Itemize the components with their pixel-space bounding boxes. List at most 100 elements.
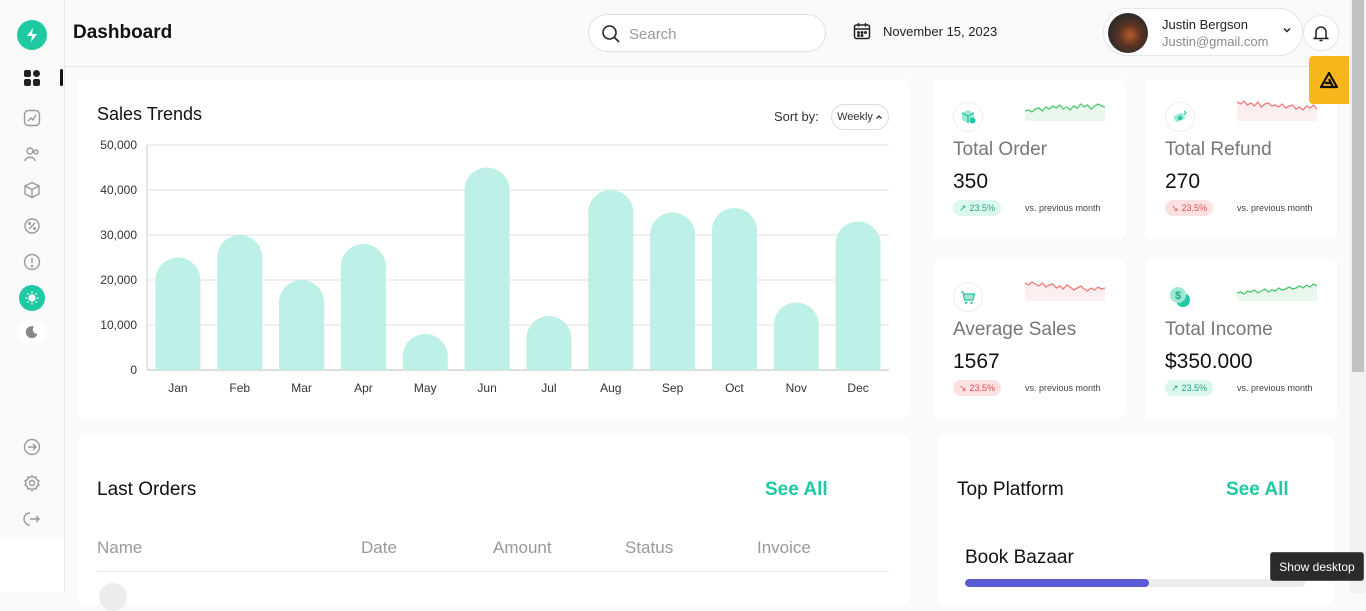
user-profile-menu[interactable]: Justin Bergson Justin@gmail.com <box>1103 8 1303 56</box>
sort-dropdown[interactable]: Weekly <box>831 104 889 130</box>
chevron-down-icon <box>1283 27 1291 33</box>
date-display[interactable]: November 15, 2023 <box>853 22 997 40</box>
comparison-text: vs. previous month <box>1237 383 1313 393</box>
trend-down-icon: ↘ <box>1171 202 1179 213</box>
bar-oct <box>711 208 757 370</box>
change-badge: ↘ 23.5% <box>953 380 1002 396</box>
bar-nov <box>773 302 819 370</box>
x-tick-label: Sep <box>662 381 684 395</box>
y-tick-label: 20,000 <box>100 273 137 287</box>
info-alert-icon[interactable] <box>22 252 42 272</box>
sparkline <box>1237 100 1317 121</box>
sparkline-line <box>1237 100 1317 111</box>
stat-label: Average Sales <box>953 319 1077 340</box>
comparison-text: vs. previous month <box>1025 383 1101 393</box>
x-tick-label: Nov <box>786 381 807 395</box>
sparkline <box>1025 103 1105 121</box>
change-value: 23.5% <box>969 383 996 393</box>
users-icon[interactable] <box>22 144 42 164</box>
table-divider <box>97 571 889 572</box>
last-orders-title: Last Orders <box>97 479 197 500</box>
change-badge: ↗ 23.5% <box>1165 380 1214 396</box>
x-tick-label: May <box>414 381 437 395</box>
platform-name: Book Bazaar <box>965 547 1074 568</box>
stat-icon-wrap <box>1165 102 1195 132</box>
x-tick-label: Apr <box>354 381 373 395</box>
app-logo[interactable] <box>17 20 47 50</box>
trend-up-icon: ↗ <box>1171 382 1179 393</box>
bell-icon <box>1312 26 1330 42</box>
x-tick-label: Oct <box>725 381 744 395</box>
column-header-status[interactable]: Status <box>625 538 674 557</box>
bolt-icon <box>27 28 37 42</box>
bar-mar <box>279 280 325 370</box>
top-platform-title: Top Platform <box>957 479 1064 500</box>
stat-label: Total Income <box>1165 319 1273 340</box>
bar-jun <box>464 167 510 370</box>
settings-gear-icon[interactable] <box>22 473 42 493</box>
stat-icon-wrap: $ <box>1165 282 1195 312</box>
comparison-text: vs. previous month <box>1025 203 1101 213</box>
sales-trends-title: Sales Trends <box>97 104 203 124</box>
x-tick-label: Jun <box>477 381 496 395</box>
sales-trends-card: Sales Trends Sort by: Weekly 0 10,000 20,0… <box>77 79 909 419</box>
page-title: Dashboard <box>73 22 173 43</box>
y-tick-label: 40,000 <box>100 183 137 197</box>
bar-sep <box>650 212 696 370</box>
x-tick-label: Feb <box>229 381 250 395</box>
search-input[interactable] <box>629 24 809 44</box>
sun-icon <box>25 291 39 305</box>
sidebar-footer <box>0 539 64 593</box>
stat-value: $350.000 <box>1165 350 1253 373</box>
calendar-icon <box>853 23 871 40</box>
dashboard-grid-icon[interactable] <box>22 68 42 88</box>
sales-bar-chart: 0 10,000 20,000 30,000 40,000 50,000 Jan Feb Mar… <box>100 138 889 395</box>
sparkline-line <box>1025 281 1105 292</box>
moon-icon <box>25 326 38 339</box>
change-value: 23.5% <box>969 203 996 213</box>
shopping-cart-icon <box>961 291 976 304</box>
trend-chart-icon[interactable] <box>22 108 42 128</box>
current-date: November 15, 2023 <box>883 23 998 39</box>
column-header-invoice[interactable]: Invoice <box>757 538 811 557</box>
search-icon <box>602 25 620 43</box>
y-tick-label: 10,000 <box>100 318 137 332</box>
stat-icon-wrap <box>953 282 983 312</box>
extension-logo-icon <box>1319 71 1339 89</box>
sparkline-area <box>1237 284 1317 301</box>
bar-apr <box>340 244 386 370</box>
x-tick-label: Mar <box>291 381 312 395</box>
light-mode-toggle[interactable] <box>19 285 45 311</box>
dark-mode-toggle[interactable] <box>19 319 45 345</box>
arrow-circle-icon[interactable] <box>22 437 42 457</box>
change-badge: ↗ 23.5% <box>953 200 1002 216</box>
avatar <box>99 583 127 611</box>
stat-value: 270 <box>1165 170 1201 193</box>
platform-see-all-link[interactable]: See All <box>1226 479 1289 500</box>
column-header-name[interactable]: Name <box>97 538 143 557</box>
search-box[interactable] <box>588 14 826 52</box>
orders-see-all-link[interactable]: See All <box>765 479 828 500</box>
notifications-button[interactable] <box>1303 15 1339 51</box>
bar-jul <box>526 316 572 370</box>
show-desktop-tooltip: Show desktop <box>1270 552 1364 581</box>
discount-badge-icon[interactable] <box>22 216 42 236</box>
stat-value: 1567 <box>953 350 1000 373</box>
sparkline-area <box>1237 101 1317 121</box>
logout-icon[interactable] <box>22 509 42 529</box>
user-name: Justin Bergson <box>1162 17 1248 32</box>
browser-extension-button[interactable] <box>1309 56 1349 104</box>
sidebar <box>0 0 65 593</box>
x-tick-label: Jul <box>541 381 556 395</box>
scrollbar-thumb[interactable] <box>1352 0 1364 372</box>
box-icon[interactable] <box>22 180 42 200</box>
sparkline <box>1025 281 1105 301</box>
top-platform-card: Top Platform See All Book Bazaar <box>937 435 1333 605</box>
trend-down-icon: ↘ <box>959 382 967 393</box>
svg-text:$: $ <box>1175 290 1181 302</box>
y-tick-label: 30,000 <box>100 228 137 242</box>
platform-progress-fill <box>965 579 1149 587</box>
column-header-date[interactable]: Date <box>361 538 397 557</box>
sparkline-line <box>1237 283 1317 295</box>
column-header-amount[interactable]: Amount <box>493 538 552 557</box>
